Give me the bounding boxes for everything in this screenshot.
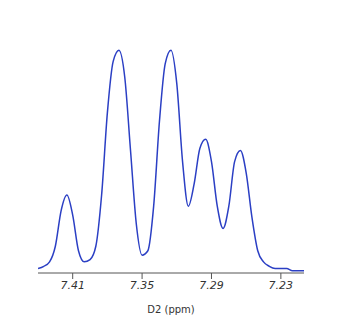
svg-text:7.41: 7.41: [60, 279, 85, 292]
svg-text:7.35: 7.35: [130, 279, 155, 292]
svg-text:7.29: 7.29: [199, 279, 224, 292]
svg-text:7.23: 7.23: [269, 279, 294, 292]
svg-text:D2 (ppm): D2 (ppm): [147, 304, 195, 315]
